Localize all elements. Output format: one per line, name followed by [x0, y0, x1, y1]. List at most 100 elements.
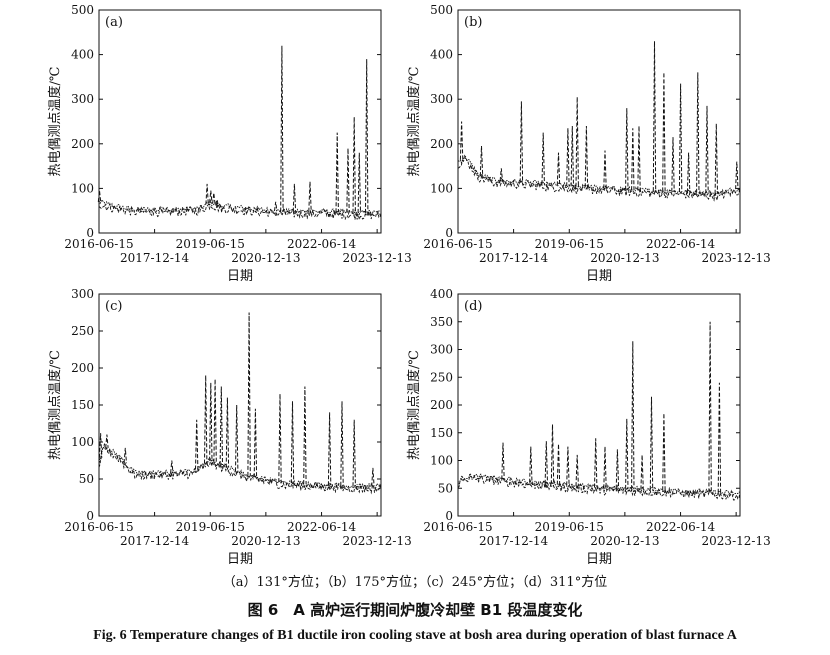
y-tick-label: 150 — [430, 426, 453, 440]
y-tick-label: 300 — [71, 92, 94, 106]
temperature-spike — [365, 59, 369, 213]
temperature-spike — [327, 412, 332, 486]
x-tick-label: 2023-12-13 — [702, 534, 771, 548]
figure-caption-en: Fig. 6 Temperature changes of B1 ductile… — [93, 628, 737, 643]
temperature-spike — [662, 413, 666, 491]
temperature-spike — [340, 401, 344, 486]
temperature-spike — [195, 419, 199, 470]
temperature-spike — [519, 101, 524, 183]
temperature-spike — [225, 397, 230, 468]
y-axis-label: 热电偶测点温度/℃ — [406, 67, 422, 177]
temperature-spike — [209, 190, 213, 203]
x-tick-label: 2019-06-15 — [176, 237, 245, 251]
x-axis-label: 日期 — [586, 269, 612, 284]
x-tick-label: 2019-06-15 — [535, 520, 604, 534]
temperature-spike — [714, 123, 718, 194]
y-tick-label: 300 — [430, 92, 453, 106]
temperature-spike — [219, 386, 223, 466]
y-tick-label: 200 — [430, 398, 453, 412]
temperature-spike — [717, 382, 722, 493]
temperature-trace-1 — [457, 154, 741, 198]
x-tick-label: 2017-12-14 — [120, 251, 190, 265]
x-tick-label: 2016-06-15 — [423, 520, 492, 534]
x-tick-label: 2023-12-13 — [702, 251, 771, 265]
y-tick-label: 250 — [71, 324, 94, 338]
temperature-spike — [584, 125, 589, 188]
plot-frame — [98, 9, 382, 234]
temperature-spike — [247, 312, 251, 476]
temperature-spike — [346, 148, 350, 213]
figure-caption-zh: 图 6 A 高炉运行期间炉腹冷却壁 B1 段温度变化 — [247, 601, 583, 619]
temperature-spike — [274, 201, 278, 212]
temperature-spike — [678, 83, 683, 193]
temperature-spike — [649, 396, 654, 490]
temperature-spike — [213, 379, 217, 463]
temperature-spike — [550, 424, 555, 485]
temperature-spike — [170, 460, 174, 474]
x-tick-label: 2016-06-15 — [64, 237, 133, 251]
panel-label: (d) — [464, 299, 482, 314]
x-tick-label: 2023-12-13 — [343, 251, 412, 265]
plot-frame — [98, 293, 382, 517]
y-tick-label: 100 — [71, 435, 94, 449]
x-tick-label: 2023-12-13 — [343, 534, 412, 548]
temperature-spike — [575, 96, 579, 187]
temperature-spike — [303, 386, 307, 485]
temperature-spike — [212, 192, 216, 204]
x-tick-label: 2020-12-13 — [231, 251, 300, 265]
temperature-spike — [290, 401, 295, 484]
temperature-spike — [686, 152, 691, 193]
temperature-spike — [696, 72, 700, 193]
y-tick-label: 400 — [430, 48, 453, 62]
temperature-spike — [357, 152, 361, 213]
x-tick-label: 2016-06-15 — [423, 237, 492, 251]
temperature-trace-2 — [457, 474, 741, 501]
x-axis-label: 日期 — [227, 552, 253, 567]
temperature-spike — [575, 454, 579, 487]
x-tick-label: 2019-06-15 — [176, 520, 245, 534]
y-tick-label: 0 — [86, 226, 94, 240]
temperature-spike — [215, 199, 219, 206]
temperature-spike — [371, 467, 375, 487]
x-tick-label: 2022-06-14 — [646, 520, 716, 534]
y-tick-label: 400 — [430, 287, 453, 301]
y-axis-label: 热电偶测点温度/℃ — [406, 350, 422, 460]
temperature-spike — [105, 434, 109, 448]
y-tick-label: 250 — [430, 370, 453, 384]
panel-label: (b) — [464, 15, 482, 30]
temperature-spike — [566, 446, 570, 486]
y-axis-label: 热电偶测点温度/℃ — [47, 67, 63, 177]
temperature-spike — [292, 183, 297, 212]
y-tick-label: 100 — [430, 181, 453, 195]
x-tick-label: 2020-12-13 — [231, 534, 300, 548]
temperature-spike — [529, 446, 533, 483]
temperature-spike — [499, 168, 503, 181]
temperature-spike — [459, 121, 464, 160]
temperature-spike — [308, 181, 312, 212]
temperature-spike — [705, 105, 709, 194]
y-tick-label: 350 — [430, 315, 453, 329]
temperature-spike — [662, 72, 666, 192]
temperature-spike — [570, 125, 574, 187]
y-tick-label: 400 — [71, 48, 94, 62]
plot-frame — [457, 9, 741, 234]
y-tick-label: 200 — [430, 137, 453, 151]
temperature-spike — [625, 418, 629, 489]
x-tick-label: 2020-12-13 — [590, 534, 659, 548]
x-tick-label: 2019-06-15 — [535, 237, 604, 251]
temperature-spike — [98, 433, 103, 458]
temperature-spike — [566, 128, 570, 187]
y-tick-label: 50 — [438, 481, 453, 495]
temperature-spike — [615, 449, 620, 489]
temperature-spike — [640, 454, 644, 490]
temperature-spike — [556, 152, 561, 186]
y-axis-label: 热电偶测点温度/℃ — [47, 350, 63, 460]
temperature-spike — [479, 145, 484, 177]
y-tick-label: 0 — [86, 509, 94, 523]
x-axis-label: 日期 — [586, 552, 612, 567]
y-tick-label: 100 — [71, 181, 94, 195]
y-tick-label: 200 — [71, 361, 94, 375]
